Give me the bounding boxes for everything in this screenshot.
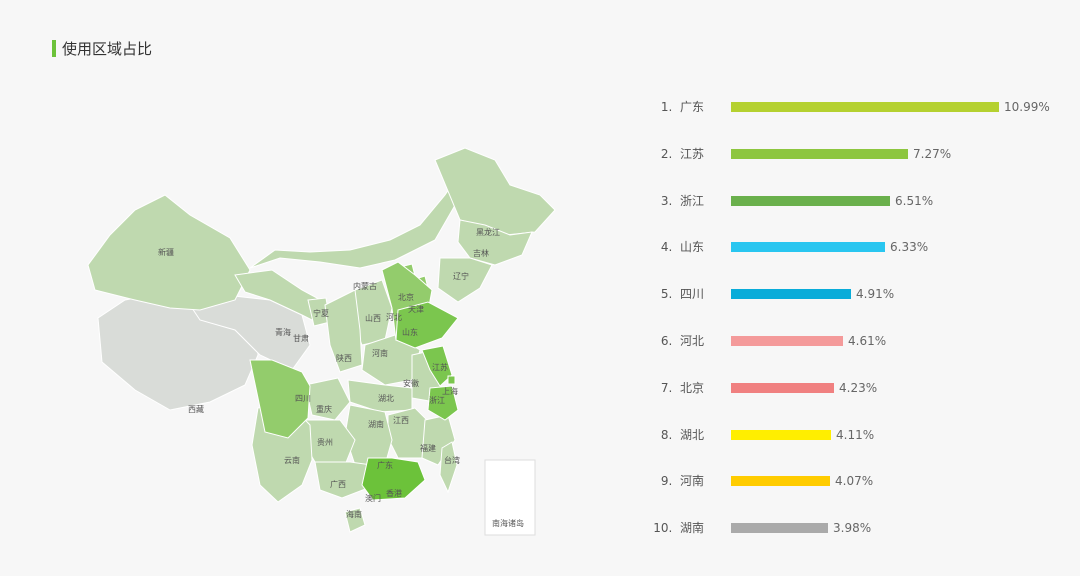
rank-row: 2. 江苏 7.27%	[0, 144, 1080, 164]
map-label-hunan: 湖南	[368, 419, 384, 429]
map-label-shaanxi: 陕西	[336, 353, 352, 363]
map-label-beijing: 北京	[398, 292, 414, 302]
rank-label: 1. 广东	[660, 100, 704, 114]
rank-label: 3. 浙江	[660, 193, 704, 208]
map-label-guangxi: 广西	[330, 479, 346, 489]
map-region-sichuan	[249, 359, 311, 439]
map-label-anhui: 安徽	[403, 378, 419, 388]
map-label-xinjiang: 新疆	[158, 247, 174, 257]
rank-bar	[731, 523, 828, 534]
map-label-jilin: 吉林	[473, 248, 489, 258]
rank-row: 1. 广东 10.99%	[0, 97, 1080, 117]
rank-value: 4.11%	[836, 427, 875, 442]
rank-value: 3.98%	[833, 521, 872, 536]
rank-label: 2. 江苏	[660, 146, 704, 161]
map-region-xinjiang	[87, 194, 251, 311]
rank-value: 4.07%	[835, 474, 874, 489]
map-region-chongqing	[304, 377, 351, 421]
rank-row: 7. 北京 4.23%	[0, 378, 1080, 398]
rank-value: 10.99%	[1004, 100, 1050, 114]
rank-bar	[731, 429, 831, 440]
map-label-jiangxi: 江西	[393, 416, 409, 425]
rank-value: 6.33%	[890, 240, 929, 255]
map-label-neimenggu: 内蒙古	[353, 281, 377, 291]
map-region-taiwan	[439, 441, 458, 494]
rank-value: 4.61%	[848, 334, 887, 348]
rank-bar	[731, 102, 999, 112]
map-region-guangdong	[361, 457, 426, 501]
map-label-guangdong: 广东	[377, 460, 393, 470]
rank-value: 4.91%	[856, 287, 895, 302]
map-label-ningxia: 宁夏	[313, 308, 329, 318]
rank-label: 7. 北京	[660, 380, 704, 395]
rank-bar	[731, 148, 908, 159]
map-label-aomen: 澳门	[365, 493, 381, 503]
map-label-hebei: 河北	[386, 312, 402, 322]
rank-bar	[731, 382, 834, 393]
rank-row: 3. 浙江 6.51%	[0, 191, 1080, 211]
map-label-taiwan: 台湾	[444, 455, 460, 465]
map-label-fujian: 福建	[420, 443, 436, 453]
rank-label: 4. 山东	[660, 240, 704, 255]
map-label-guizhou: 贵州	[317, 437, 333, 447]
rank-row: 8. 湖北 4.11%	[0, 425, 1080, 445]
rank-bar	[731, 289, 851, 300]
rank-label: 8. 湖北	[660, 427, 704, 442]
map-region-jilin	[457, 219, 533, 266]
map-label-henan: 河南	[372, 348, 388, 358]
map-region-shandong	[395, 301, 459, 349]
map-label-shandong: 山东	[402, 327, 418, 337]
map-label-xizang: 西藏	[188, 404, 204, 414]
map-label-jiangsu: 江苏	[432, 362, 448, 372]
map-label-qinghai: 青海	[275, 327, 291, 337]
chart-title-group: 使用区域占比	[52, 38, 152, 58]
map-region-hainan	[344, 507, 366, 533]
rank-bar	[731, 195, 890, 206]
rank-row: 5. 四川 4.91%	[0, 284, 1080, 304]
map-label-liaoning: 辽宁	[453, 271, 469, 281]
china-map: 新疆 西藏 青海 甘肃 宁夏 内蒙古 黑龙江 吉林 辽宁 北京 天津 河北 山西…	[87, 147, 556, 536]
south-china-sea-inset	[484, 459, 536, 536]
rank-bar	[731, 336, 843, 346]
map-region-shanghai	[447, 375, 456, 385]
rank-row: 4. 山东 6.33%	[0, 237, 1080, 257]
rank-label: 10. 湖南	[653, 521, 704, 536]
map-label-xianggang: 香港	[386, 488, 402, 498]
map-label-sichuan: 四川	[295, 394, 311, 403]
map-region-zhejiang	[427, 385, 459, 421]
map-label-inset: 南海诸岛	[492, 518, 524, 528]
map-region-shaanxi	[324, 289, 363, 373]
title-accent-bar	[52, 39, 56, 57]
rank-value: 7.27%	[913, 146, 952, 161]
page-title: 使用区域占比	[62, 39, 153, 58]
map-label-shanxi: 山西	[365, 313, 381, 323]
map-label-hainan: 海南	[346, 509, 362, 519]
map-label-shanghai: 上海	[442, 386, 458, 396]
map-region-gansu	[234, 269, 331, 326]
rank-value: 4.23%	[839, 380, 878, 395]
rank-bar	[731, 242, 885, 253]
map-region-qinghai	[189, 294, 311, 371]
map-label-chongqing: 重庆	[316, 404, 332, 414]
rank-row: 10. 湖南 3.98%	[0, 518, 1080, 538]
map-label-heilongjiang: 黑龙江	[476, 227, 500, 237]
rank-value: 6.51%	[895, 193, 934, 208]
rank-row: 9. 河南 4.07%	[0, 471, 1080, 491]
map-region-liaoning	[437, 257, 493, 303]
rank-label: 9. 河南	[660, 474, 704, 489]
map-label-gansu: 甘肃	[293, 333, 309, 343]
map-label-tianjin: 天津	[408, 304, 424, 314]
map-label-zhejiang: 浙江	[429, 395, 445, 405]
rank-label: 5. 四川	[660, 287, 704, 302]
map-region-jiangsu	[421, 345, 453, 387]
rank-bar	[731, 476, 830, 487]
map-label-hubei: 湖北	[378, 394, 394, 403]
rank-row: 6. 河北 4.61%	[0, 331, 1080, 351]
rank-label: 6. 河北	[660, 334, 704, 348]
map-label-yunnan: 云南	[284, 455, 300, 465]
